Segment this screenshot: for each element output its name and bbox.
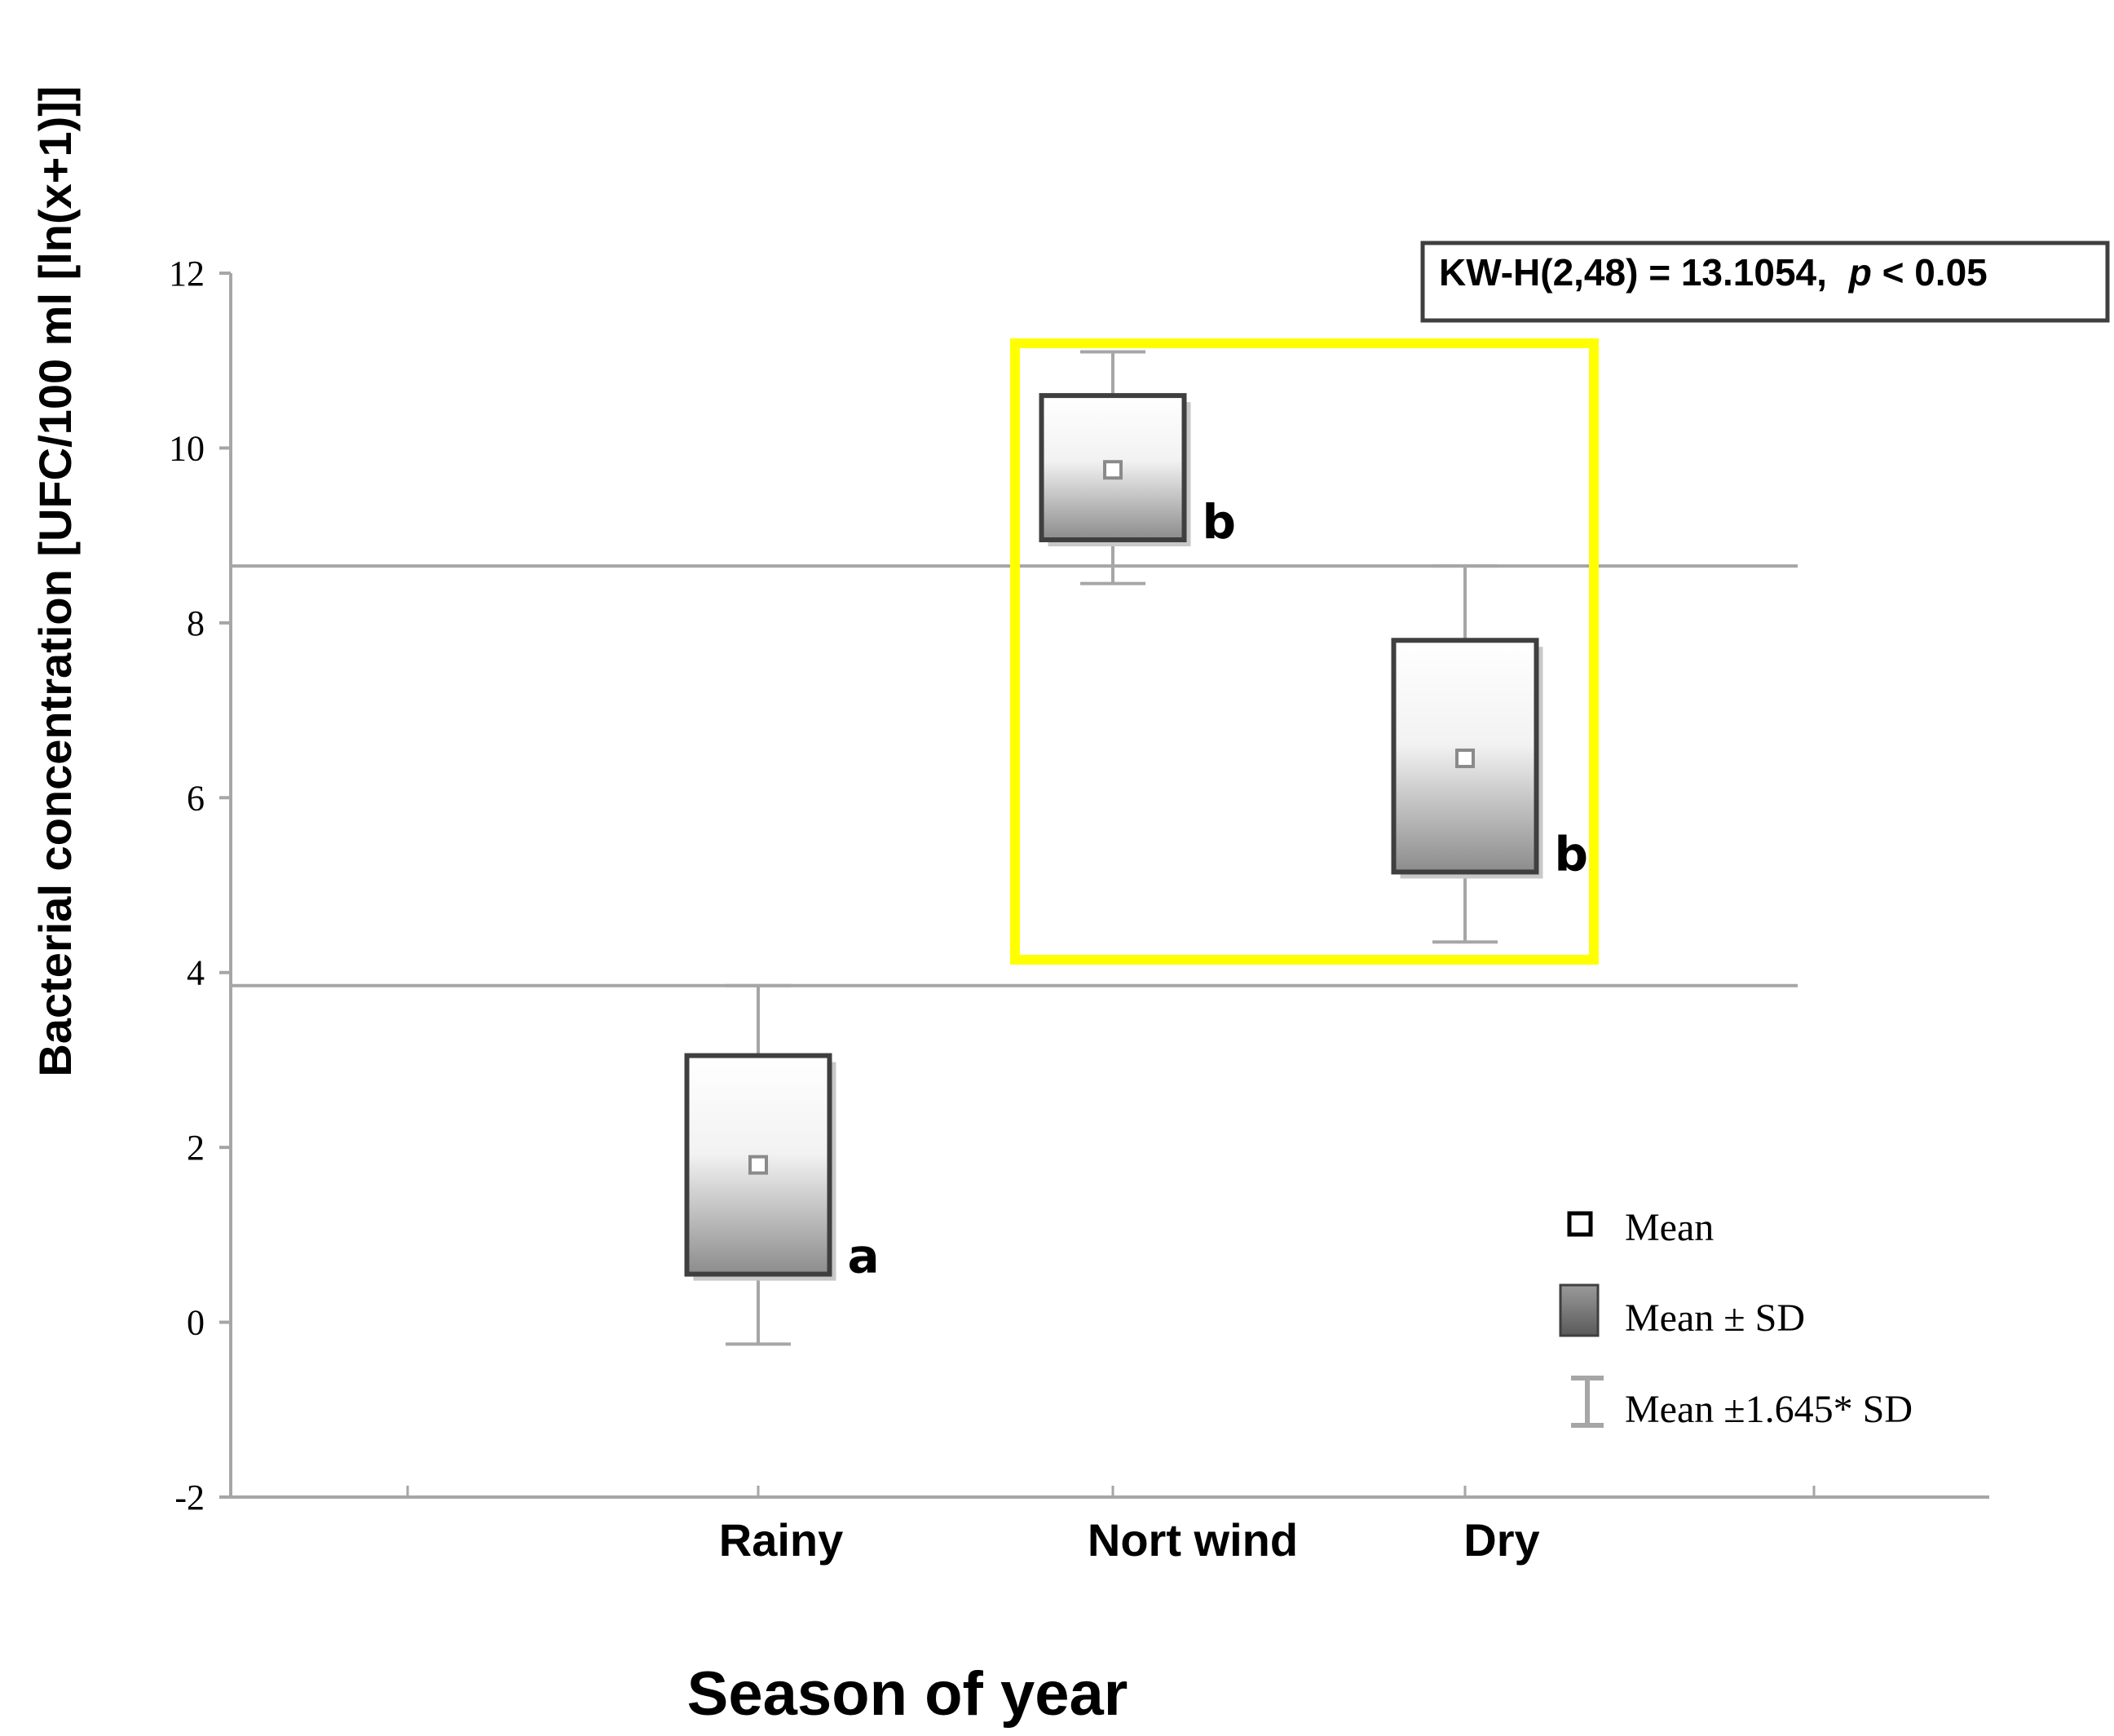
y-axis-ticks: -2 0 2 4 6 8 10 12: [169, 254, 231, 1517]
box-group-dry: b: [1391, 564, 1589, 944]
mean-marker: [748, 1155, 768, 1175]
y-tick-label: 0: [187, 1303, 205, 1343]
p-symbol: p: [1847, 251, 1872, 294]
group-letter: a: [848, 1229, 880, 1284]
category-label-rainy: Rainy: [719, 1514, 844, 1566]
statistic-label: KW-H(2,48) = 13.1054, p < 0.05: [1439, 251, 1988, 294]
statistic-frame: [1420, 241, 2110, 323]
mean-marker: [1455, 749, 1475, 769]
y-tick-label: 10: [169, 428, 205, 468]
x-axis-title: Season of year: [687, 1659, 1128, 1729]
category-label-nort-wind: Nort wind: [1088, 1514, 1298, 1566]
group-letter: b: [1555, 826, 1589, 881]
group-letter: b: [1203, 494, 1237, 550]
axes: [229, 273, 1989, 1499]
x-axis-ticks: [406, 1486, 1816, 1497]
y-tick-label: 4: [187, 953, 205, 993]
category-label-dry: Dry: [1463, 1514, 1539, 1566]
y-tick-label: 2: [187, 1128, 205, 1168]
highlight-box: [1010, 338, 1599, 965]
y-tick-label: -2: [174, 1478, 205, 1517]
y-axis-title: Bacterial concentration [UFC/100 ml [ln(…: [29, 86, 81, 1076]
y-tick-label: 12: [169, 254, 205, 294]
legend-mean-marker: [1567, 1211, 1593, 1237]
box-group-rainy: a: [684, 983, 880, 1346]
p-threshold: < 0.05: [1882, 251, 1988, 294]
legend-mean-label: Mean: [1625, 1206, 1714, 1249]
y-tick-label: 8: [187, 603, 205, 643]
box-group-nort-wind: b: [1039, 350, 1237, 585]
box-series: a b b: [684, 350, 1589, 1346]
statistic-box: KW-H(2,48) = 13.1054, p < 0.05: [1420, 241, 2110, 323]
legend-sd-label: Mean ± SD: [1625, 1296, 1805, 1340]
legend-ci-label: Mean ±1.645* SD: [1625, 1388, 1913, 1431]
statistic-value: KW-H(2,48) = 13.1054,: [1439, 251, 1827, 294]
y-tick-label: 6: [187, 778, 205, 818]
legend: Mean Mean ± SD Mean ±1.645* SD: [1559, 1206, 1913, 1431]
legend-sd-marker: [1559, 1283, 1600, 1337]
mean-marker: [1103, 460, 1123, 480]
